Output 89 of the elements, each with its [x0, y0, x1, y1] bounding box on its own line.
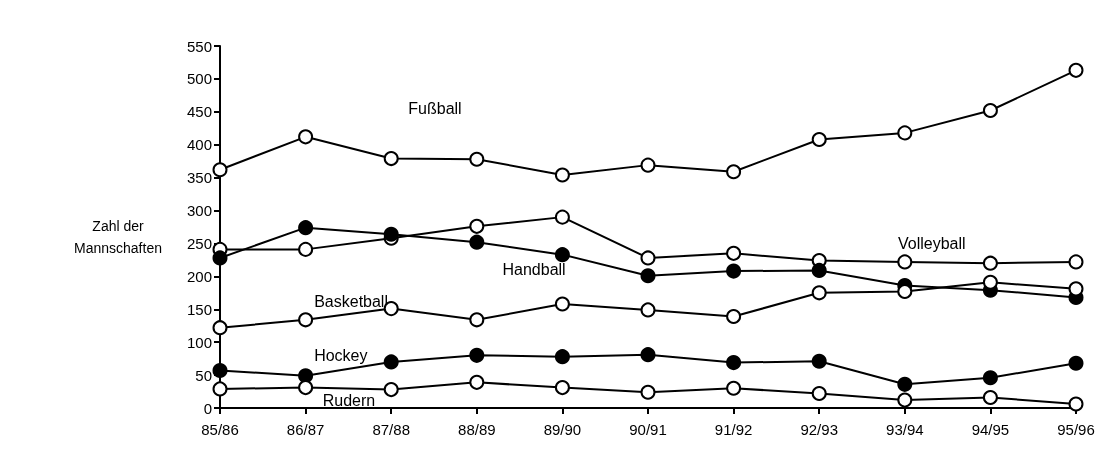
x-tick-label: 85/86 [201, 421, 239, 438]
y-tick-label: 200 [186, 267, 212, 285]
y-tick-label: 50 [195, 366, 212, 384]
y-tick-label: 150 [186, 300, 212, 318]
point [554, 380, 570, 396]
point [469, 347, 485, 363]
point [554, 209, 570, 225]
point [554, 349, 570, 365]
point [897, 125, 913, 141]
y-tick-label: 550 [186, 37, 212, 55]
point [1068, 281, 1084, 297]
point [554, 247, 570, 263]
point [383, 226, 399, 242]
point [212, 362, 228, 378]
x-tick-label: 88/89 [458, 421, 496, 438]
series-label: Rudern [322, 392, 376, 410]
point [640, 268, 656, 284]
x-tick-label: 93/94 [886, 421, 924, 438]
point [212, 162, 228, 178]
point [469, 312, 485, 328]
y-tick-label: 0 [203, 399, 212, 417]
point [811, 285, 827, 301]
point [811, 386, 827, 402]
point [897, 284, 913, 299]
point [640, 384, 656, 400]
text: Fußball [408, 100, 462, 118]
point [469, 234, 485, 250]
point [640, 250, 656, 266]
point [212, 381, 228, 397]
point [298, 312, 314, 328]
series-label: Volleyball [897, 234, 966, 252]
x-tick-label: 86/87 [286, 421, 325, 438]
point [640, 157, 656, 173]
point [469, 151, 485, 167]
y-tick-label: 450 [186, 103, 212, 121]
point [897, 392, 913, 408]
y-tick-label: 350 [186, 169, 212, 187]
point [811, 131, 827, 147]
point [554, 167, 570, 183]
point [811, 262, 827, 278]
y-tick-label: 100 [186, 333, 212, 351]
y-tick-label: 400 [186, 136, 212, 154]
point [212, 320, 228, 336]
point [298, 368, 314, 384]
point [982, 274, 998, 290]
point [383, 354, 399, 370]
point [1068, 355, 1084, 371]
x-tick-label: 89/90 [543, 421, 582, 438]
point [298, 129, 314, 145]
series-label: Basketball [314, 292, 388, 310]
x-tick-label: 95/96 [1057, 421, 1095, 438]
point [469, 374, 485, 390]
y-tick-label: 300 [186, 202, 212, 220]
point [212, 250, 228, 266]
point [726, 263, 742, 279]
y-tick-label: 250 [186, 234, 212, 252]
series-label: Hockey [314, 346, 368, 364]
point [726, 164, 742, 180]
point [726, 309, 742, 325]
point [469, 218, 485, 234]
x-tick-label: 90/91 [629, 421, 667, 438]
y-axis-title: Zahl der Mannschaften [74, 218, 162, 256]
x-tick-label: 91/92 [714, 421, 753, 438]
point [982, 255, 998, 271]
x-tick-label: 92/93 [800, 421, 838, 438]
x-tick-label: 94/95 [971, 421, 1010, 438]
point [726, 355, 742, 371]
point [811, 353, 827, 369]
point [383, 382, 399, 398]
y-tick-label: 500 [186, 70, 212, 88]
point [982, 389, 998, 405]
point [982, 103, 998, 118]
point [726, 245, 742, 261]
point [726, 380, 742, 396]
point [298, 220, 314, 236]
point [982, 370, 998, 386]
point [640, 302, 656, 318]
x-tick-label: 87/88 [372, 421, 410, 438]
point [383, 151, 399, 167]
point [298, 241, 314, 257]
point [897, 254, 913, 270]
point [1068, 254, 1084, 270]
point [897, 376, 913, 392]
point [1068, 396, 1084, 412]
series-label: Handball [502, 261, 566, 279]
point [298, 380, 314, 396]
point [1068, 62, 1084, 78]
point [554, 296, 570, 312]
point [640, 347, 656, 363]
